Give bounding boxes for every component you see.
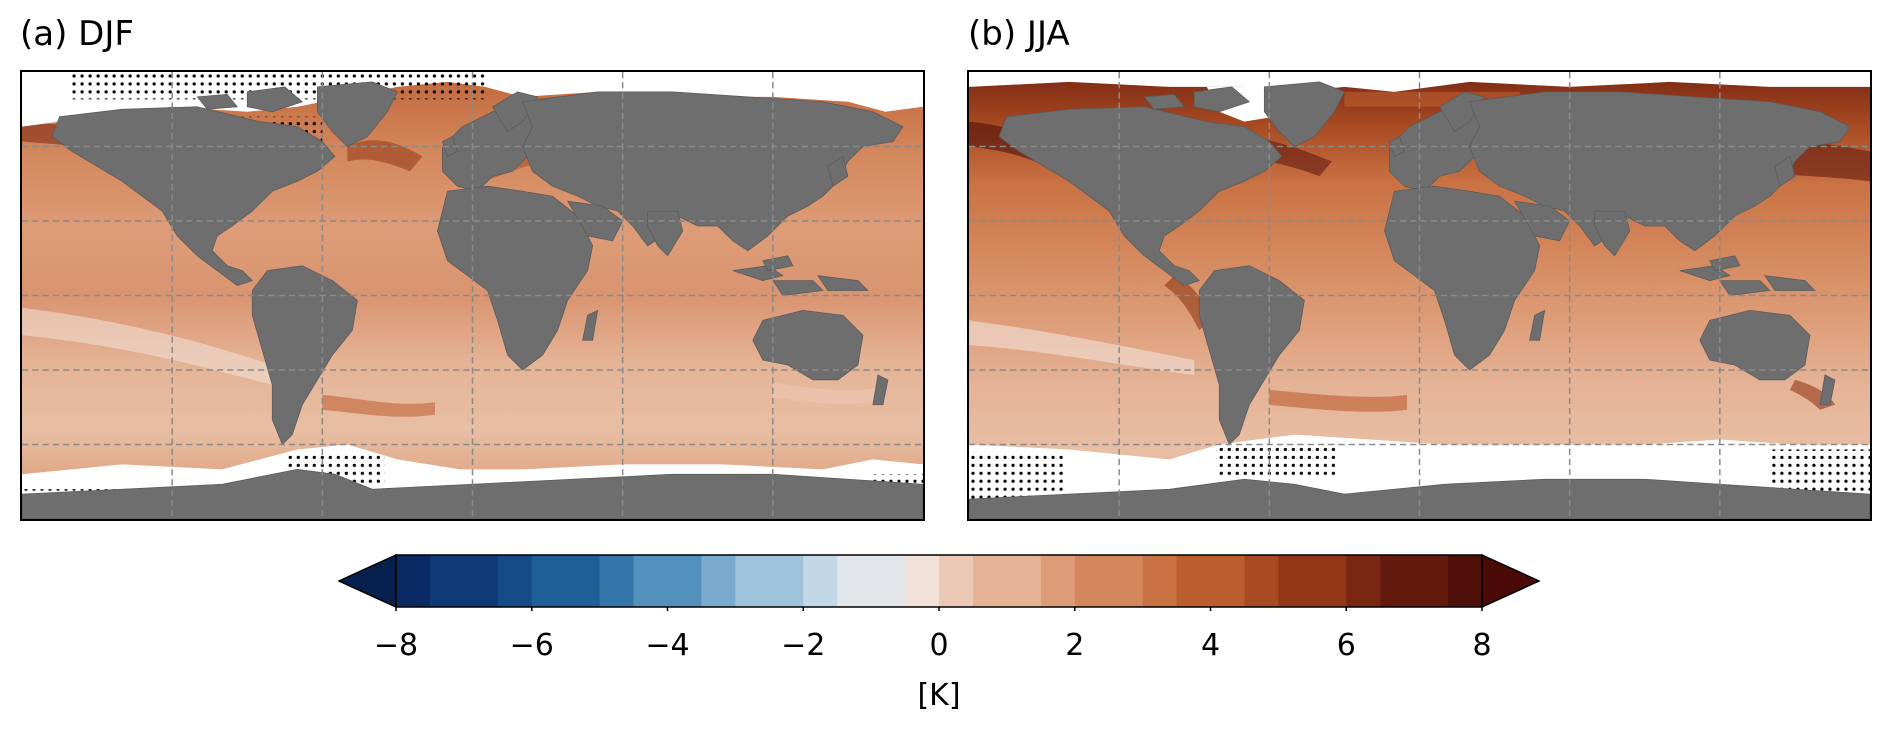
map-djf-svg — [22, 72, 923, 519]
colorbar-cell — [667, 555, 703, 607]
colorbar-cell — [599, 555, 635, 607]
colorbar-cell — [1108, 555, 1144, 607]
colorbar-segments — [338, 553, 1540, 611]
colorbar-cell — [429, 555, 465, 607]
land-masses — [969, 81, 1870, 519]
colorbar-cell — [803, 555, 838, 607]
colorbar-unit-label: [K] — [917, 678, 961, 713]
map-jja-svg — [969, 72, 1870, 519]
colorbar-tick-label: 4 — [1200, 628, 1221, 663]
colorbar-tick-label: −8 — [373, 628, 419, 663]
colorbar-cell — [1040, 555, 1076, 607]
colorbar-tick-label: 8 — [1472, 628, 1492, 663]
colorbar-cell — [1006, 555, 1042, 607]
colorbar-extend-max — [1481, 553, 1540, 609]
colorbar-tick-label: 0 — [929, 628, 949, 663]
colorbar-cell — [1346, 555, 1381, 607]
colorbar-cell — [939, 555, 974, 607]
map-panel-djf — [20, 70, 925, 521]
colorbar-cell — [769, 555, 804, 607]
colorbar-cell — [972, 555, 1008, 607]
colorbar-cell — [735, 555, 770, 607]
colorbar-cell — [463, 555, 499, 607]
colorbar-cell — [1142, 555, 1178, 607]
colorbar-cell — [1380, 555, 1415, 607]
colorbar-cell — [837, 555, 872, 607]
colorbar-extend-min — [338, 553, 397, 609]
colorbar-cell — [1210, 555, 1246, 607]
colorbar-tick-label: −4 — [645, 628, 690, 663]
panel-title-jja: (b) JJA — [968, 14, 1070, 54]
colorbar — [338, 553, 1540, 611]
colorbar-cell — [1448, 555, 1483, 607]
colorbar-cell — [1074, 555, 1110, 607]
colorbar-tick-label: 2 — [1065, 628, 1085, 663]
colorbar-cell — [633, 555, 669, 607]
panel-title-djf: (a) DJF — [20, 14, 134, 54]
colorbar-cell — [701, 555, 736, 607]
colorbar-cell — [1244, 555, 1279, 607]
colorbar-cell — [871, 555, 906, 607]
colorbar-cell — [396, 555, 431, 607]
colorbar-cell — [905, 555, 940, 607]
colorbar-tick-label: 6 — [1336, 628, 1356, 663]
graticule — [969, 72, 1870, 519]
arctic-ice-mask — [969, 72, 1870, 92]
colorbar-cell — [1312, 555, 1347, 607]
map-panel-jja — [967, 70, 1872, 521]
colorbar-tick-label: −6 — [509, 628, 554, 663]
colorbar-cell — [1176, 555, 1212, 607]
colorbar-cell — [531, 555, 567, 607]
colorbar-outline — [395, 554, 1483, 608]
graticule — [22, 72, 923, 519]
colorbar-cell — [1414, 555, 1449, 607]
colorbar-cell — [1278, 555, 1313, 607]
colorbar-cell — [497, 555, 533, 607]
colorbar-tick-label: −2 — [781, 628, 826, 663]
colorbar-cell — [565, 555, 601, 607]
